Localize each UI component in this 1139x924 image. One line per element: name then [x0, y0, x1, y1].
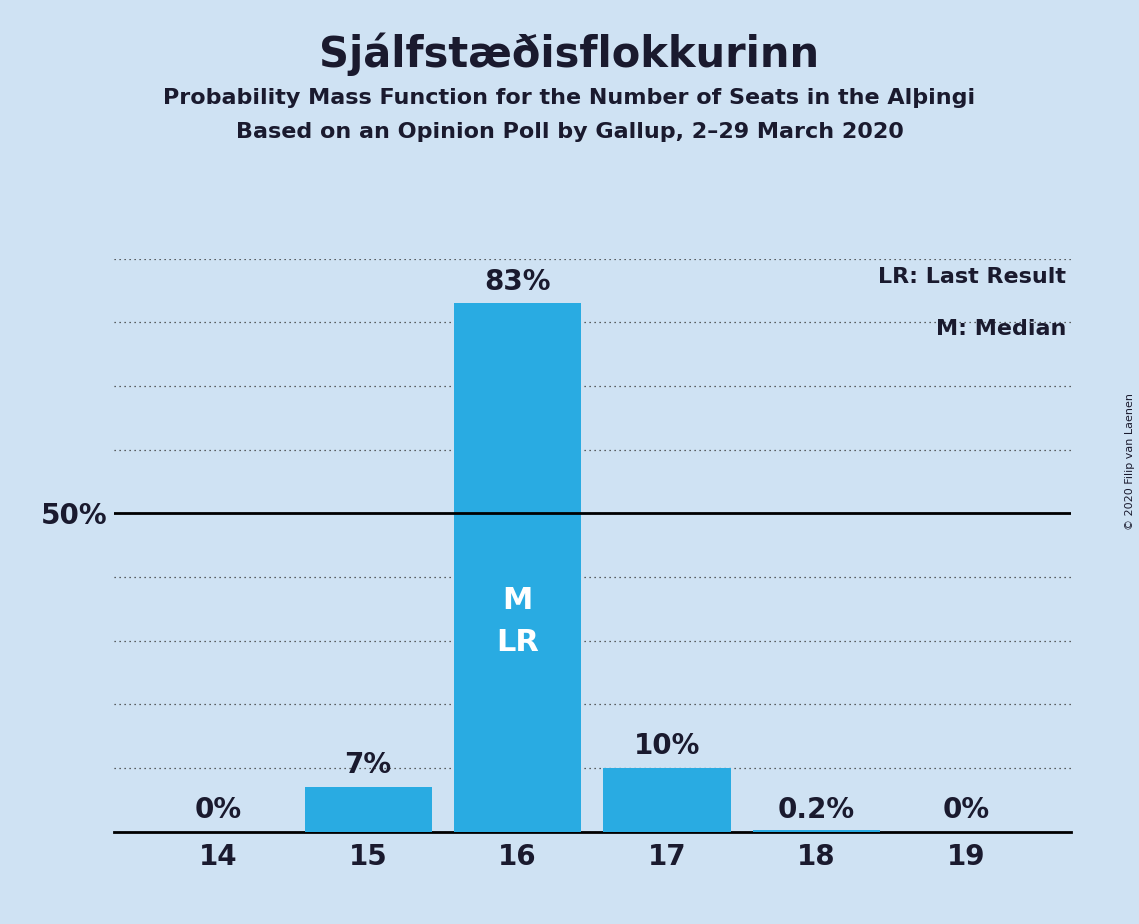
Text: Based on an Opinion Poll by Gallup, 2–29 March 2020: Based on an Opinion Poll by Gallup, 2–29…	[236, 122, 903, 142]
Bar	[753, 831, 880, 832]
Text: 83%: 83%	[484, 268, 551, 296]
Bar	[304, 787, 432, 832]
Text: M
LR: M LR	[497, 586, 539, 658]
Text: 0%: 0%	[942, 796, 990, 824]
Text: M: Median: M: Median	[935, 319, 1066, 339]
Text: 10%: 10%	[633, 733, 700, 760]
Bar	[604, 768, 730, 832]
Text: LR: Last Result: LR: Last Result	[878, 267, 1066, 287]
Text: Sjálfstæðisflokkurinn: Sjálfstæðisflokkurinn	[319, 32, 820, 76]
Text: © 2020 Filip van Laenen: © 2020 Filip van Laenen	[1125, 394, 1134, 530]
Bar	[454, 303, 581, 832]
Text: 0.2%: 0.2%	[778, 796, 855, 824]
Text: Probability Mass Function for the Number of Seats in the Alþingi: Probability Mass Function for the Number…	[163, 88, 976, 108]
Text: 7%: 7%	[344, 751, 392, 780]
Text: 0%: 0%	[195, 796, 243, 824]
